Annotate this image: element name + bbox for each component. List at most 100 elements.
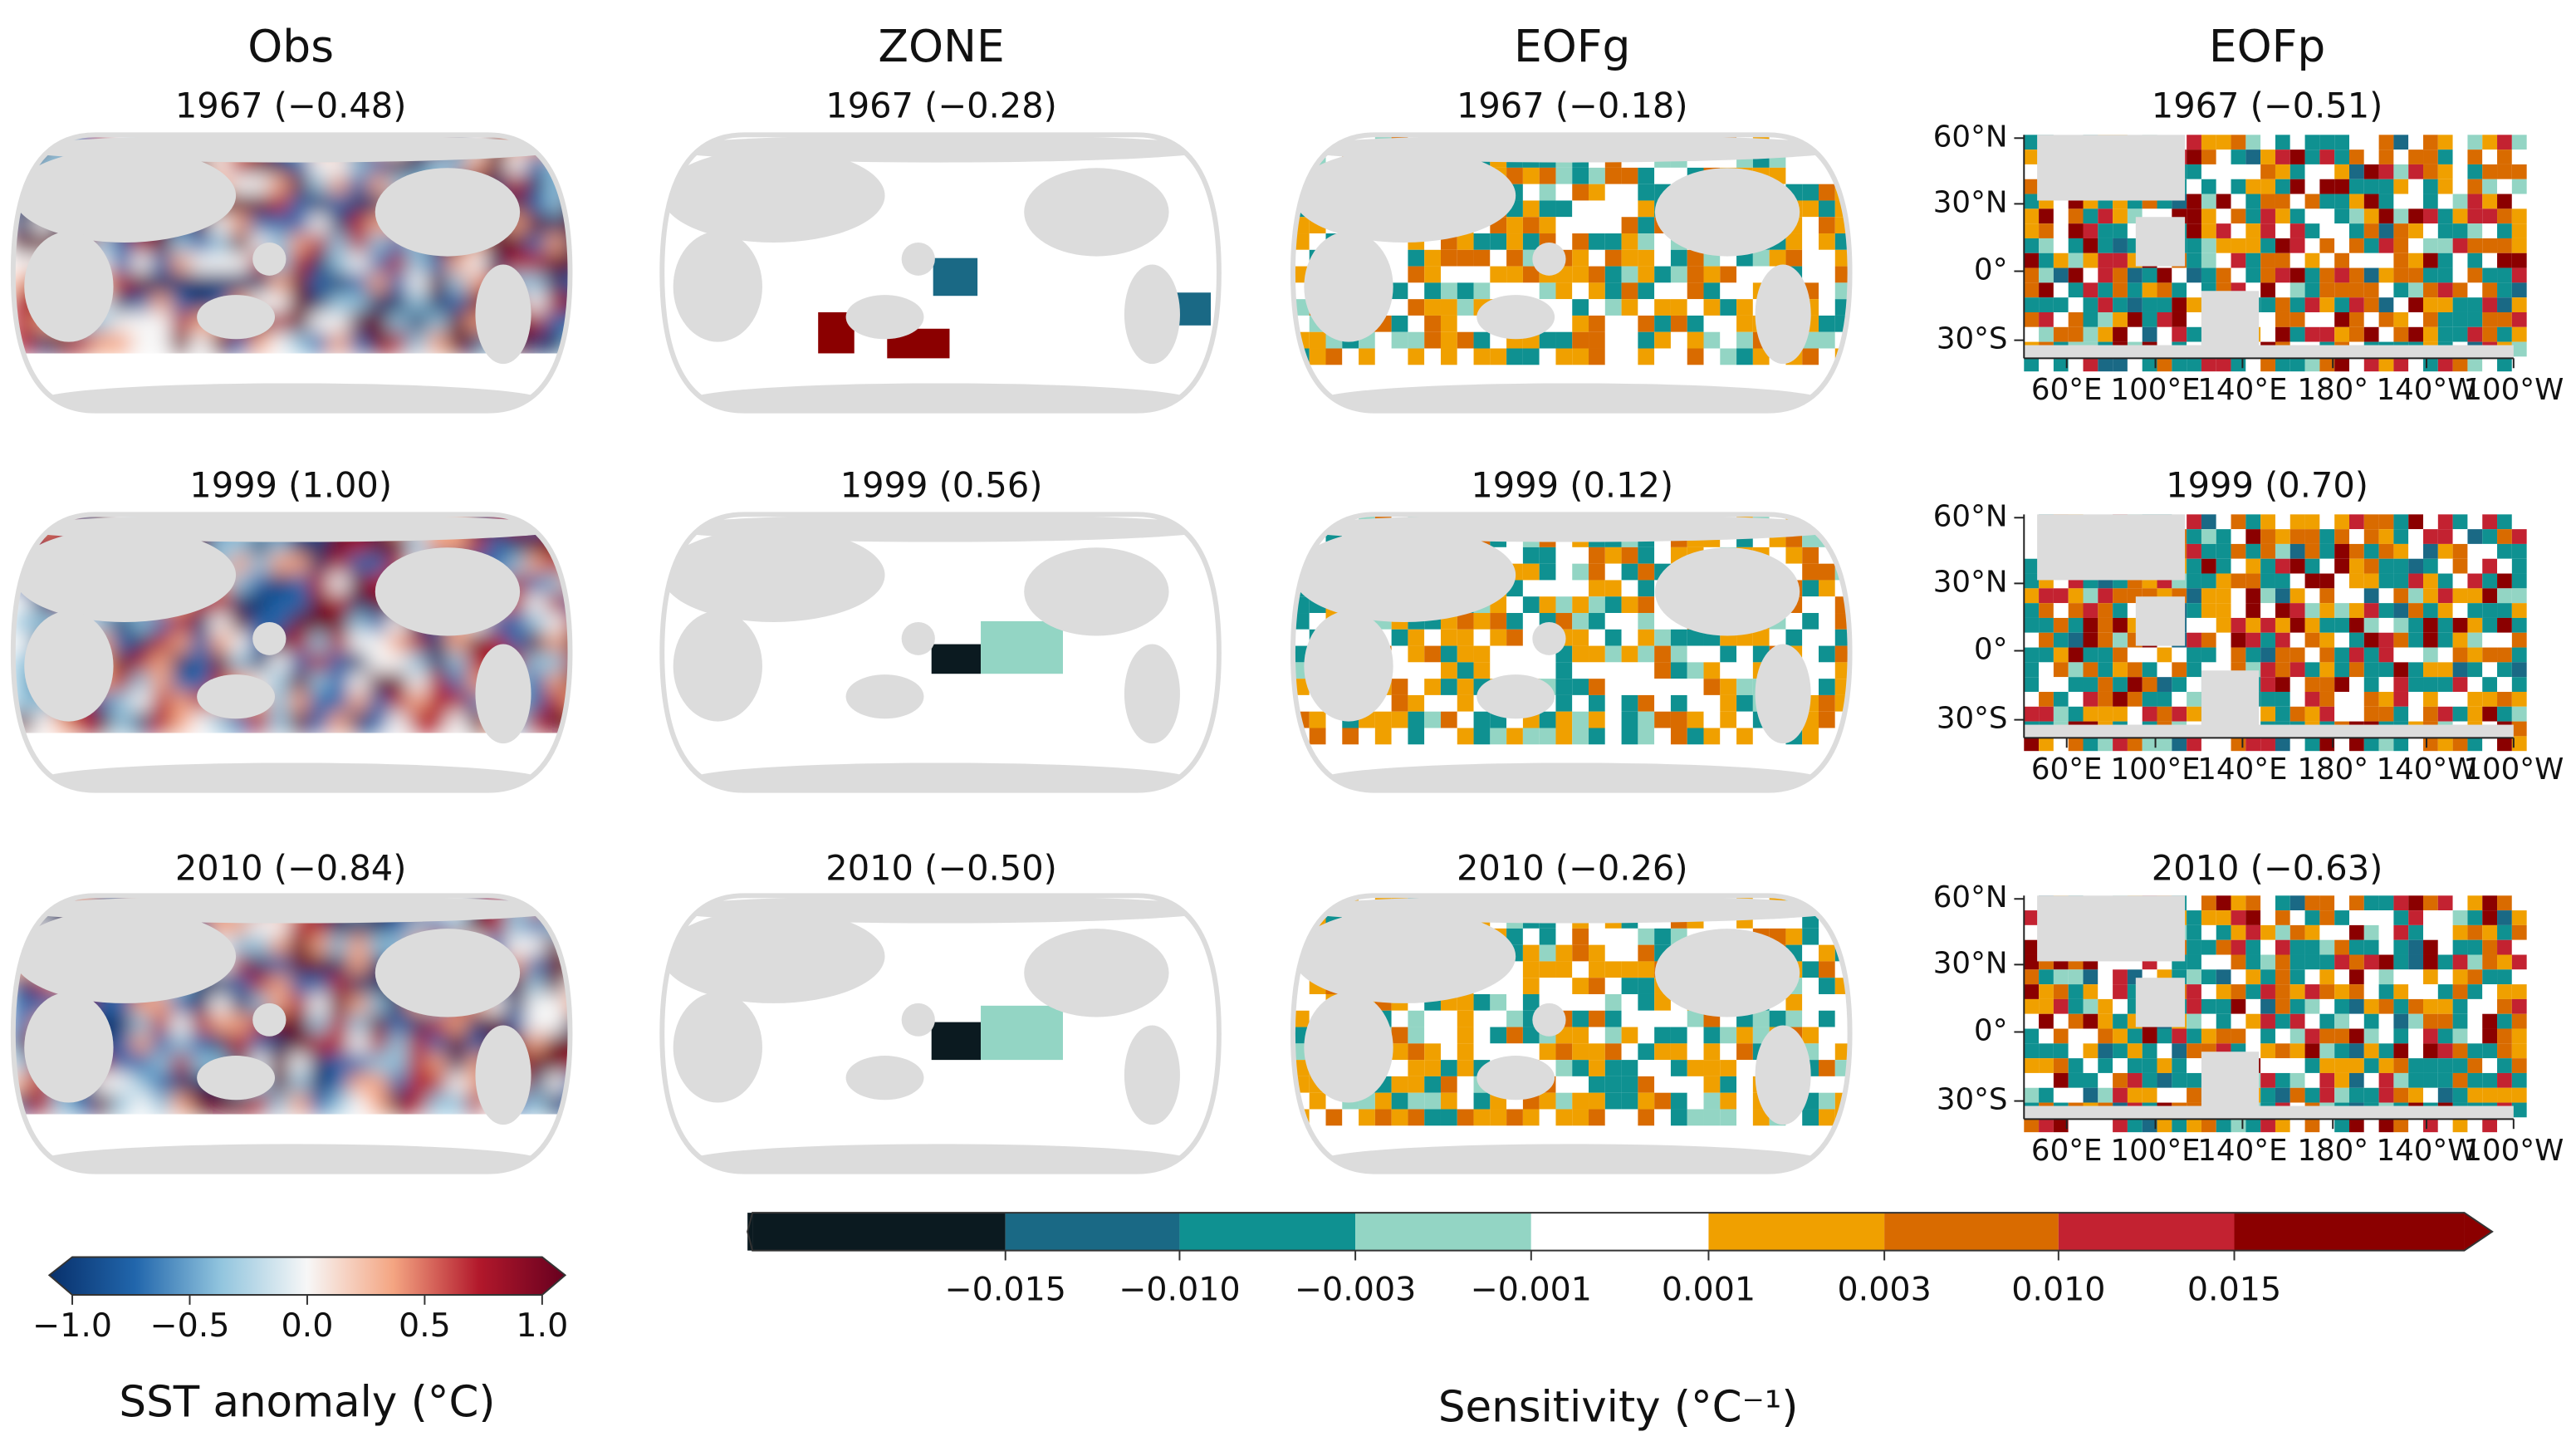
sensitivity-cell — [1440, 249, 1457, 267]
sensitivity-cell — [1309, 514, 1326, 532]
sensitivity-cell — [2304, 297, 2320, 312]
sensitivity-cell — [1522, 266, 1540, 283]
sensitivity-cell — [1638, 728, 1655, 745]
sensitivity-cell — [2113, 691, 2128, 707]
sensitivity-cell — [2348, 311, 2364, 327]
anomaly-cell — [427, 1072, 449, 1095]
sensitivity-cell — [2024, 1072, 2040, 1088]
sensitivity-cell — [2378, 573, 2394, 589]
sensitivity-cell — [2482, 179, 2498, 194]
sensitivity-cell — [2482, 1058, 2498, 1073]
sensitivity-cell — [2024, 573, 2040, 589]
sensitivity-cell — [2231, 924, 2246, 940]
sensitivity-cell — [1292, 1010, 1310, 1027]
sensitivity-cell — [2378, 939, 2394, 955]
sensitivity-cell — [1802, 233, 1819, 250]
sensitivity-cell — [2437, 895, 2453, 911]
sensitivity-cell — [1391, 694, 1408, 712]
sensitivity-cell — [2467, 252, 2483, 268]
sensitivity-cell — [2083, 617, 2099, 633]
sensitivity-cell — [1374, 1109, 1392, 1126]
sensitivity-cell — [2511, 1087, 2527, 1103]
anomaly-cell — [249, 974, 272, 996]
anomaly-cell — [249, 272, 272, 295]
sensitivity-cell — [2053, 588, 2069, 604]
sensitivity-cell — [2142, 1087, 2157, 1103]
sensitivity-cell — [1604, 348, 1622, 365]
sensitivity-cell — [1589, 547, 1605, 564]
sensitivity-cell — [1408, 629, 1425, 646]
anomaly-cell — [368, 1013, 389, 1036]
sensitivity-cell — [2304, 924, 2320, 940]
sensitivity-cell — [1687, 348, 1704, 365]
sensitivity-cell — [1638, 266, 1655, 283]
sensitivity-cell — [1359, 1109, 1375, 1126]
anomaly-cell — [427, 652, 449, 674]
anomaly-cell — [565, 154, 571, 176]
map-outline — [10, 893, 573, 1174]
sensitivity-cell — [2290, 558, 2305, 574]
sensitivity-cell — [1539, 1109, 1556, 1126]
sensitivity-cell — [2216, 164, 2231, 179]
sensitivity-cell — [2408, 998, 2424, 1014]
sensitivity-cell — [1522, 282, 1540, 300]
anomaly-cell — [170, 711, 193, 733]
sensitivity-cell — [2083, 677, 2099, 692]
anomaly-cell — [526, 331, 547, 354]
sensitivity-cell — [2452, 895, 2468, 911]
anomaly-cell — [368, 311, 389, 334]
sensitivity-cell — [2423, 514, 2438, 530]
sensitivity-cell — [2068, 1072, 2084, 1088]
land — [662, 148, 885, 243]
sensitivity-cell — [1818, 299, 1835, 316]
sensitivity-cell — [2348, 617, 2364, 633]
sensitivity-cell — [2290, 677, 2305, 692]
sensitivity-cell — [1818, 961, 1835, 978]
sensitivity-cell — [1802, 580, 1819, 597]
sensitivity-cell — [2157, 1087, 2172, 1103]
sensitivity-cell — [2290, 736, 2305, 752]
sensitivity-cell — [1818, 282, 1835, 300]
anomaly-cell — [289, 174, 311, 196]
sensitivity-cell — [2098, 1028, 2113, 1044]
sensitivity-cell — [2363, 558, 2379, 574]
land — [1654, 168, 1800, 257]
sensitivity-cell — [2304, 998, 2320, 1014]
anomaly-cell — [308, 1053, 331, 1075]
sensitivity-cell — [1621, 993, 1638, 1011]
sensitivity-cell — [2068, 311, 2084, 327]
sensitivity-cell — [1604, 1027, 1622, 1044]
sensitivity-cell — [1736, 1076, 1753, 1093]
sensitivity-cell — [1572, 694, 1589, 712]
sensitivity-cell — [2098, 969, 2113, 985]
sensitivity-cell — [2172, 1087, 2187, 1103]
y-tick-label: 60°N — [1933, 120, 2008, 154]
sensitivity-cell — [2497, 194, 2512, 209]
sensitivity-cell — [1638, 1092, 1655, 1110]
sensitivity-cell — [1555, 944, 1573, 962]
anomaly-cell — [427, 1053, 449, 1075]
sensitivity-cell — [2363, 924, 2379, 940]
sensitivity-cell — [2511, 326, 2527, 342]
sensitivity-cell — [2363, 603, 2379, 618]
sensitivity-cell — [2437, 603, 2453, 618]
sensitivity-cell — [1834, 1027, 1850, 1044]
sensitivity-cell — [2053, 356, 2069, 372]
anomaly-cell — [91, 1092, 114, 1115]
sensitivity-cell — [1703, 299, 1721, 316]
sensitivity-cell — [1785, 928, 1803, 945]
sensitivity-cell — [2423, 603, 2438, 618]
sensitivity-cell — [1342, 728, 1359, 745]
sensitivity-cell — [2245, 150, 2261, 164]
sensitivity-cell — [2482, 267, 2498, 283]
sensitivity-cell — [2497, 529, 2512, 544]
sensitivity-cell — [1539, 711, 1556, 728]
sensitivity-cell — [1621, 944, 1638, 962]
sensitivity-cell — [2187, 998, 2201, 1014]
sensitivity-cell — [2511, 1102, 2527, 1118]
sensitivity-cell — [2260, 179, 2275, 194]
sensitivity-cell — [2024, 662, 2040, 678]
sensitivity-cell — [1736, 1043, 1753, 1061]
sensitivity-cell — [1654, 348, 1671, 365]
sensitivity-cell — [2304, 164, 2320, 179]
